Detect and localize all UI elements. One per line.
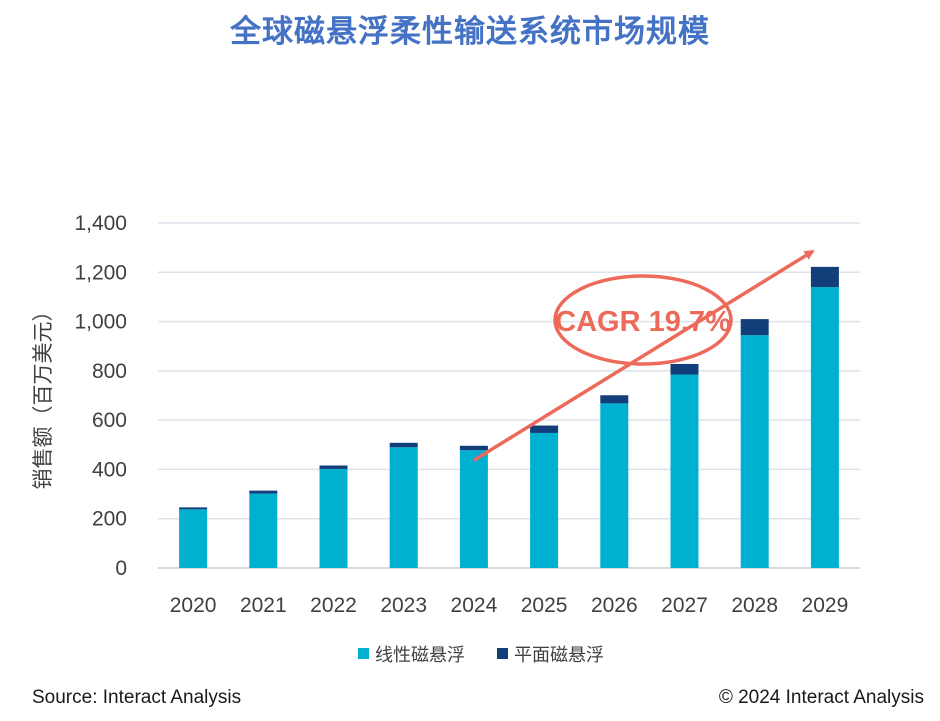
bar-linear-maglev <box>319 468 348 568</box>
y-tick-label: 600 <box>92 409 127 432</box>
cagr-annotation: CAGR 19.7% <box>472 249 815 462</box>
bar-linear-maglev <box>459 450 488 568</box>
chart-title: 全球磁悬浮柔性输送系统市场规模 <box>230 14 710 50</box>
source-note: Source: Interact Analysis <box>32 687 242 708</box>
x-tick-label: 2023 <box>380 594 427 617</box>
bar-planar-maglev <box>600 395 629 404</box>
x-tick-label: 2021 <box>240 594 287 617</box>
bar-planar-maglev <box>389 442 418 448</box>
y-axis-label: 销售额（百万美元） <box>31 301 55 490</box>
bar-linear-maglev <box>389 447 418 568</box>
bar-linear-maglev <box>179 509 208 568</box>
bar-planar-maglev <box>530 425 559 433</box>
bar-planar-maglev <box>670 363 699 375</box>
x-tick-label: 2029 <box>802 594 849 617</box>
legend-swatch <box>358 648 369 659</box>
y-tick-label: 1,200 <box>74 261 127 284</box>
y-tick-label: 200 <box>92 508 127 531</box>
bar-planar-maglev <box>810 266 839 288</box>
bar-planar-maglev <box>459 445 488 451</box>
cagr-label: CAGR 19.7% <box>555 306 731 338</box>
bar-linear-maglev <box>530 432 559 568</box>
bar-linear-maglev <box>600 403 629 568</box>
y-tick-label: 0 <box>115 557 127 580</box>
legend-label: 平面磁悬浮 <box>514 645 604 666</box>
y-axis-ticks: 0 200 400 600 800 1,000 1,200 1,400 <box>74 212 127 580</box>
y-tick-label: 400 <box>92 458 127 481</box>
bar-planar-maglev <box>740 319 769 336</box>
x-tick-label: 2024 <box>451 594 498 617</box>
bar-linear-maglev <box>810 287 839 568</box>
bar-planar-maglev <box>249 490 278 494</box>
legend-swatch <box>497 648 508 659</box>
bar-linear-maglev <box>670 374 699 568</box>
y-tick-label: 1,400 <box>74 212 127 235</box>
y-tick-label: 1,000 <box>74 311 127 334</box>
cagr-ellipse <box>553 274 733 366</box>
bar-planar-maglev <box>319 465 348 469</box>
x-tick-label: 2022 <box>310 594 357 617</box>
bar-linear-maglev <box>740 335 769 568</box>
bars <box>179 266 839 568</box>
bar-linear-maglev <box>249 493 278 568</box>
y-tick-label: 800 <box>92 360 127 383</box>
x-tick-label: 2026 <box>591 594 638 617</box>
x-axis-ticks: 2020 2021 2022 2023 2024 2025 2026 2027 2028 2029 <box>170 594 849 617</box>
x-tick-label: 2020 <box>170 594 217 617</box>
x-tick-label: 2028 <box>731 594 778 617</box>
x-tick-label: 2025 <box>521 594 568 617</box>
cagr-arrow <box>472 249 815 462</box>
legend: 线性磁悬浮 平面磁悬浮 <box>358 645 604 666</box>
copyright-note: © 2024 Interact Analysis <box>718 687 924 708</box>
legend-label: 线性磁悬浮 <box>375 645 465 666</box>
bar-planar-maglev <box>179 507 208 510</box>
x-tick-label: 2027 <box>661 594 708 617</box>
